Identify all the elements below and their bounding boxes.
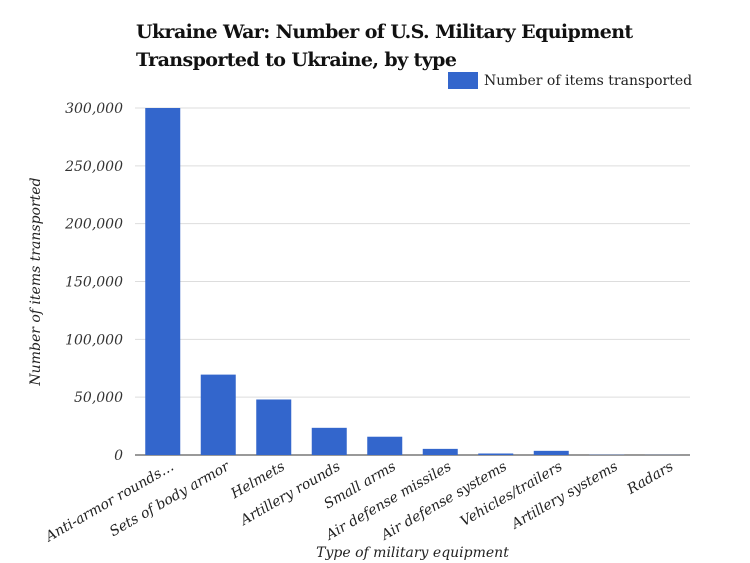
bar [311, 427, 347, 455]
title-line-2: Transported to Ukraine, by type [136, 49, 457, 71]
bar [478, 453, 514, 455]
y-tick-label: 0 [114, 448, 123, 464]
y-tick-label: 200,000 [64, 217, 123, 233]
legend-label: Number of items transported [484, 72, 693, 89]
x-axis-title: Type of military equipment [316, 545, 509, 561]
y-tick-label: 150,000 [65, 275, 123, 291]
bar [256, 399, 292, 455]
y-tick-label: 100,000 [65, 332, 123, 348]
y-tick-label: 250,000 [64, 159, 123, 175]
y-tick-label: 300,000 [65, 101, 123, 117]
bar [367, 436, 403, 455]
chart-title: Ukraine War: Number of U.S. Military Equ… [136, 18, 633, 74]
x-tick-label: Artillery rounds [236, 459, 343, 530]
y-tick-label: 50,000 [74, 390, 123, 406]
bar [145, 108, 181, 455]
legend-swatch [448, 72, 478, 89]
x-tick-label: Radars [624, 459, 677, 499]
bar [200, 374, 236, 455]
bar [422, 448, 458, 455]
legend: Number of items transported [448, 72, 692, 89]
y-axis-title: Number of items transported [28, 177, 44, 386]
title-line-1: Ukraine War: Number of U.S. Military Equ… [136, 21, 633, 43]
bar [533, 450, 569, 455]
